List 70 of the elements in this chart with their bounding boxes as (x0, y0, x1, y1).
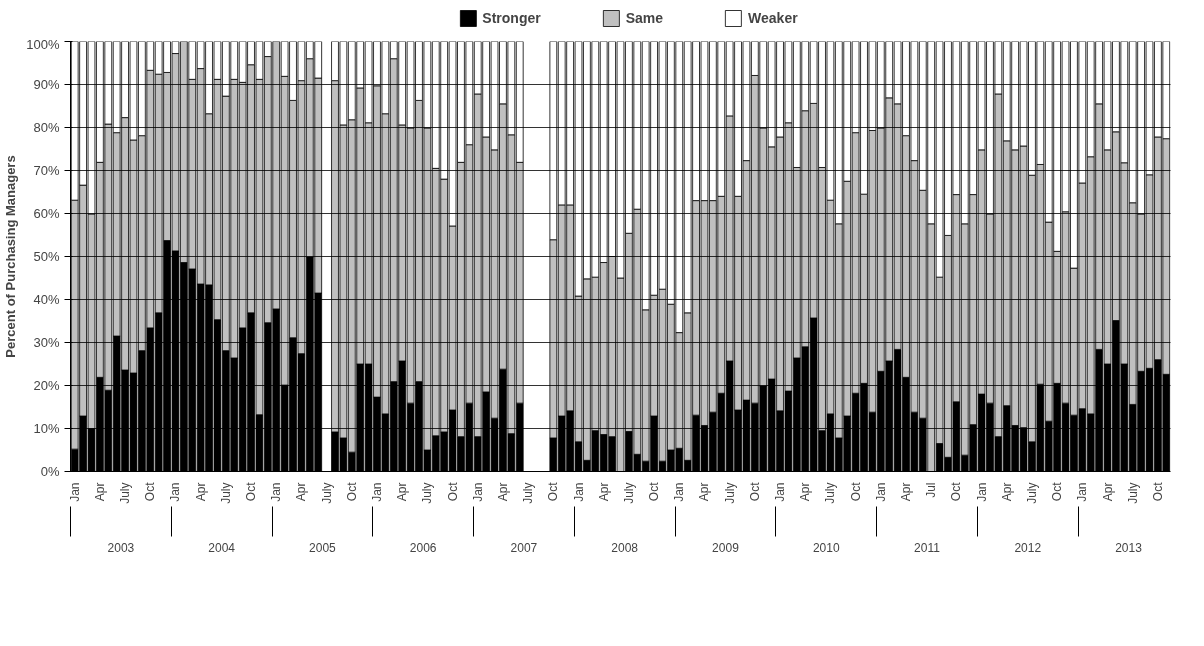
y-tick-label: 50% (33, 249, 60, 264)
x-tick-label: Jan (470, 482, 485, 502)
x-tick-label: Oct (143, 481, 158, 502)
x-tick-label: Apr (395, 482, 410, 502)
y-tick-label: 80% (33, 120, 60, 135)
x-tick-label: Oct (647, 481, 662, 502)
x-tick-label: July (1024, 482, 1039, 504)
text: 2007 (510, 540, 538, 555)
x-tick-label: Oct (949, 481, 964, 502)
x-tick-label: Jan (974, 482, 989, 502)
text: 2006 (409, 540, 437, 555)
y-tick-label: 70% (33, 163, 60, 178)
x-tick-label: Apr (1100, 482, 1115, 502)
x-tick-label: Jan (67, 482, 82, 502)
y-tick-label: 60% (33, 206, 60, 221)
y-tick-label: 0% (40, 464, 60, 479)
x-tick-label: Oct (344, 481, 359, 502)
x-tick-label: Jan (672, 482, 687, 502)
x-tick-label: Apr (596, 482, 611, 502)
text: 2011 (914, 540, 941, 555)
text: 2008 (611, 540, 639, 555)
y-tick-label: 90% (33, 77, 60, 92)
x-tick-label: July (722, 482, 737, 504)
x-tick-label: Apr (697, 482, 712, 502)
legend-label: Weaker (748, 10, 798, 26)
y-axis-title: Percent of Purchasing Managers (3, 155, 19, 358)
x-tick-label: Jan (168, 482, 183, 502)
x-tick-label: Jan (571, 482, 586, 502)
x-tick-label: Apr (92, 482, 107, 502)
x-tick-label: Apr (798, 482, 813, 502)
x-tick-label: Apr (294, 482, 309, 502)
x-tick-label: July (621, 482, 636, 504)
text: 2005 (309, 540, 337, 555)
text: 2004 (208, 540, 236, 555)
x-tick-label: July (823, 482, 838, 504)
text: 2013 (1115, 540, 1143, 555)
legend-label: Stronger (482, 10, 541, 26)
x-tick-label: July (420, 482, 435, 504)
x-tick-label: Jan (269, 482, 284, 502)
x-tick-label: Jan (369, 482, 384, 502)
y-tick-label: 40% (33, 292, 60, 307)
x-tick-label: Oct (1150, 481, 1165, 502)
x-tick-label: Oct (848, 481, 863, 502)
y-tick-label: 20% (33, 378, 60, 393)
x-tick-label: July (1125, 482, 1140, 504)
x-tick-label: July (118, 482, 133, 504)
y-tick-label: 30% (33, 335, 60, 350)
x-tick-label: Jan (1075, 482, 1090, 502)
y-tick-label: 100% (26, 36, 60, 52)
x-tick-label: Oct (747, 481, 762, 502)
text: 2009 (712, 540, 740, 555)
x-tick-label: Jan (773, 482, 788, 502)
x-tick-label: Apr (999, 482, 1014, 502)
x-tick-label: Apr (899, 482, 913, 502)
y-tick-label: 10% (33, 421, 60, 436)
text: 2010 (812, 540, 840, 555)
x-tick-label: Oct (546, 481, 561, 502)
x-tick-label: July (521, 482, 536, 504)
x-tick-label: Apr (495, 482, 510, 502)
x-tick-label: Apr (193, 482, 208, 502)
x-tick-label: July (319, 482, 334, 504)
x-tick-label: Jan (873, 482, 888, 502)
x-tick-label: Oct (445, 481, 460, 502)
legend-label: Same (625, 10, 664, 26)
x-tick-label: Oct (1050, 481, 1065, 502)
x-tick-label: Oct (244, 481, 259, 502)
x-tick-label: Jul (924, 482, 939, 498)
text: 2012 (1014, 540, 1042, 555)
x-tick-label: July (218, 482, 233, 504)
text: 2003 (107, 540, 135, 555)
